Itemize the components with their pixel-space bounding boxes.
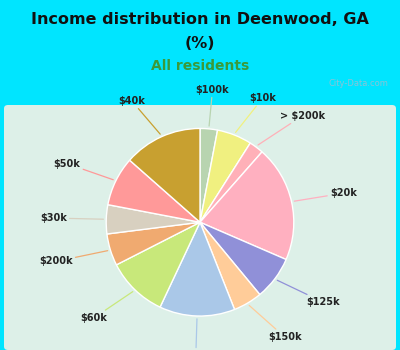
Text: $10k: $10k	[236, 93, 276, 132]
Text: All residents: All residents	[151, 60, 249, 74]
Wedge shape	[200, 130, 250, 222]
Wedge shape	[200, 222, 260, 309]
Wedge shape	[200, 143, 262, 222]
Text: $50k: $50k	[54, 159, 113, 180]
Wedge shape	[200, 152, 294, 259]
Text: (%): (%)	[185, 36, 215, 51]
Wedge shape	[116, 222, 200, 307]
Wedge shape	[130, 128, 200, 222]
Text: $40k: $40k	[118, 96, 160, 134]
Text: $20k: $20k	[294, 188, 357, 201]
Text: > $200k: > $200k	[258, 111, 325, 145]
FancyBboxPatch shape	[4, 105, 396, 350]
Wedge shape	[106, 205, 200, 234]
Wedge shape	[200, 128, 218, 222]
Text: $60k: $60k	[80, 292, 133, 323]
Text: $100k: $100k	[196, 85, 229, 126]
Text: City-Data.com: City-Data.com	[328, 78, 388, 88]
Wedge shape	[108, 160, 200, 222]
Text: $125k: $125k	[277, 280, 340, 307]
Text: $150k: $150k	[249, 306, 302, 342]
Text: Income distribution in Deenwood, GA: Income distribution in Deenwood, GA	[31, 12, 369, 27]
Text: $200k: $200k	[39, 251, 108, 266]
Text: $30k: $30k	[40, 213, 104, 223]
Text: $75k: $75k	[182, 319, 209, 350]
Wedge shape	[160, 222, 234, 316]
Wedge shape	[200, 222, 286, 294]
Wedge shape	[107, 222, 200, 265]
